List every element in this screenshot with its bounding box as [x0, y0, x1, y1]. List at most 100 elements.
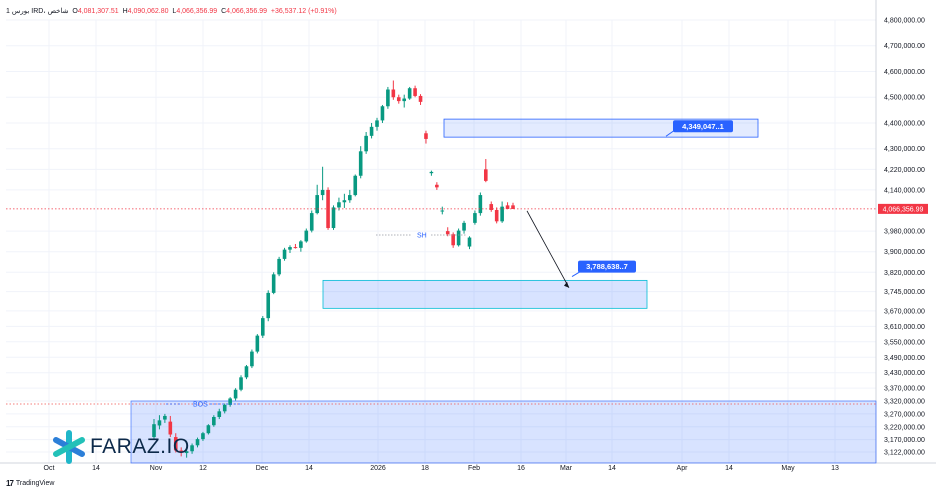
y-tick-label: 3,270,000.00 [884, 411, 925, 418]
y-tick-label: 4,500,000.00 [884, 95, 925, 102]
low-value: 4,066,356.99 [176, 8, 218, 15]
x-tick-label: Dec [256, 465, 269, 472]
x-tick-label: Feb [468, 465, 480, 472]
candle-body [407, 88, 412, 99]
tradingview-footer[interactable]: 17 TradingView [6, 479, 54, 488]
candle-body [396, 97, 401, 102]
demand-zone-middle [322, 279, 648, 309]
y-tick-label: 3,430,000.00 [884, 370, 925, 377]
candle-body [391, 89, 396, 98]
candle-body [424, 133, 428, 139]
close-label: C [221, 8, 227, 15]
candle-body [271, 274, 276, 293]
upper-target-badge [673, 120, 733, 133]
candle-body [320, 189, 325, 196]
candle-body [217, 411, 222, 417]
x-tick-label: Nov [150, 465, 163, 472]
candle-body [375, 120, 379, 127]
candle-body [418, 95, 423, 102]
candle-body [348, 195, 352, 201]
x-tick-label: 16 [517, 465, 525, 472]
candle-body [380, 106, 385, 121]
price-axis[interactable]: 4,800,000.00 4,700,000.00 4,600,000.00 4,50… [884, 18, 925, 457]
faraz-logo: FARAZ.IO [52, 430, 190, 464]
lower-target-label: 3,788,638..7 [586, 262, 628, 271]
logo-text: FARAZ.IO [90, 435, 190, 458]
candle-body [173, 437, 178, 451]
x-tick-label: Oct [44, 465, 55, 472]
sh-label: SH [417, 232, 427, 239]
x-tick-label: 14 [725, 465, 733, 472]
candle-body [500, 206, 504, 222]
candle-body [304, 230, 309, 242]
candle-body [353, 175, 358, 196]
y-tick-label: 3,900,000.00 [884, 249, 925, 256]
candle-body [228, 398, 232, 405]
candle-body [435, 184, 439, 188]
x-tick-label: Apr [677, 465, 689, 472]
y-tick-label: 3,820,000.00 [884, 270, 925, 277]
candle-body [168, 421, 173, 435]
bos-label: BOS [193, 402, 208, 409]
projection-arrow [526, 210, 570, 288]
y-tick-label: 3,170,000.00 [884, 437, 925, 444]
candle-body [250, 351, 254, 367]
candle-body [342, 200, 347, 203]
candle-body [266, 292, 271, 319]
candle-body [473, 213, 477, 223]
y-tick-label: 3,320,000.00 [884, 399, 925, 406]
candle-body [484, 169, 488, 181]
candle-body [299, 241, 303, 248]
candle-body [212, 416, 216, 426]
x-tick-label: 2026 [370, 465, 386, 472]
candle-body [451, 234, 455, 246]
candle-body [184, 451, 189, 454]
y-tick-label: 4,140,000.00 [884, 187, 925, 194]
y-tick-label: 4,400,000.00 [884, 120, 925, 127]
y-tick-label: 3,550,000.00 [884, 339, 925, 346]
time-axis[interactable]: Oct 14 Nov 12 Dec 14 2026 18 Feb 16 Mar 14 Apr 14 May 1… [44, 465, 839, 472]
x-tick-label: Mar [560, 465, 573, 472]
candle-body [282, 249, 287, 259]
candle-body [277, 258, 281, 275]
candle-body [364, 135, 368, 152]
candle-body [478, 195, 483, 214]
y-tick-label: 3,980,000.00 [884, 229, 925, 236]
y-tick-label: 3,220,000.00 [884, 424, 925, 431]
asterisk-logo-icon [53, 430, 85, 464]
candle-body [358, 151, 363, 176]
x-tick-label: 14 [92, 465, 100, 472]
candle-body [511, 205, 515, 209]
y-tick-label: 3,122,000.00 [884, 450, 925, 457]
high-value: 4,090,062.80 [127, 8, 169, 15]
candle-body [288, 247, 292, 250]
candle-body [233, 389, 238, 399]
candle-body [163, 415, 167, 420]
candle-body [494, 209, 499, 222]
candle-body [462, 222, 466, 231]
candle-body [445, 231, 450, 235]
candle-body [402, 98, 407, 102]
y-tick-label: 3,745,000.00 [884, 289, 925, 296]
candle-body [331, 207, 336, 229]
y-tick-label: 4,600,000.00 [884, 69, 925, 76]
demand-zone-bottom [130, 400, 877, 464]
y-tick-label: 4,220,000.00 [884, 167, 925, 174]
candle-body [201, 433, 205, 440]
candle-body [456, 230, 461, 246]
x-tick-label: 14 [305, 465, 313, 472]
y-tick-label: 4,800,000.00 [884, 18, 925, 25]
candle-body [206, 425, 211, 434]
candle-body [315, 195, 319, 214]
candle-body [222, 404, 227, 412]
low-label: L [172, 8, 177, 15]
tradingview-icon: 17 [6, 479, 14, 488]
grid [0, 0, 936, 464]
candle-body [190, 445, 194, 452]
close-value: 4,066,356.99 [226, 8, 268, 15]
y-tick-label: 3,610,000.00 [884, 324, 925, 331]
current-price-label: 4,066,356.99 [883, 206, 924, 213]
open-value: 4,081,307.51 [77, 8, 119, 15]
candle-body [429, 171, 434, 174]
